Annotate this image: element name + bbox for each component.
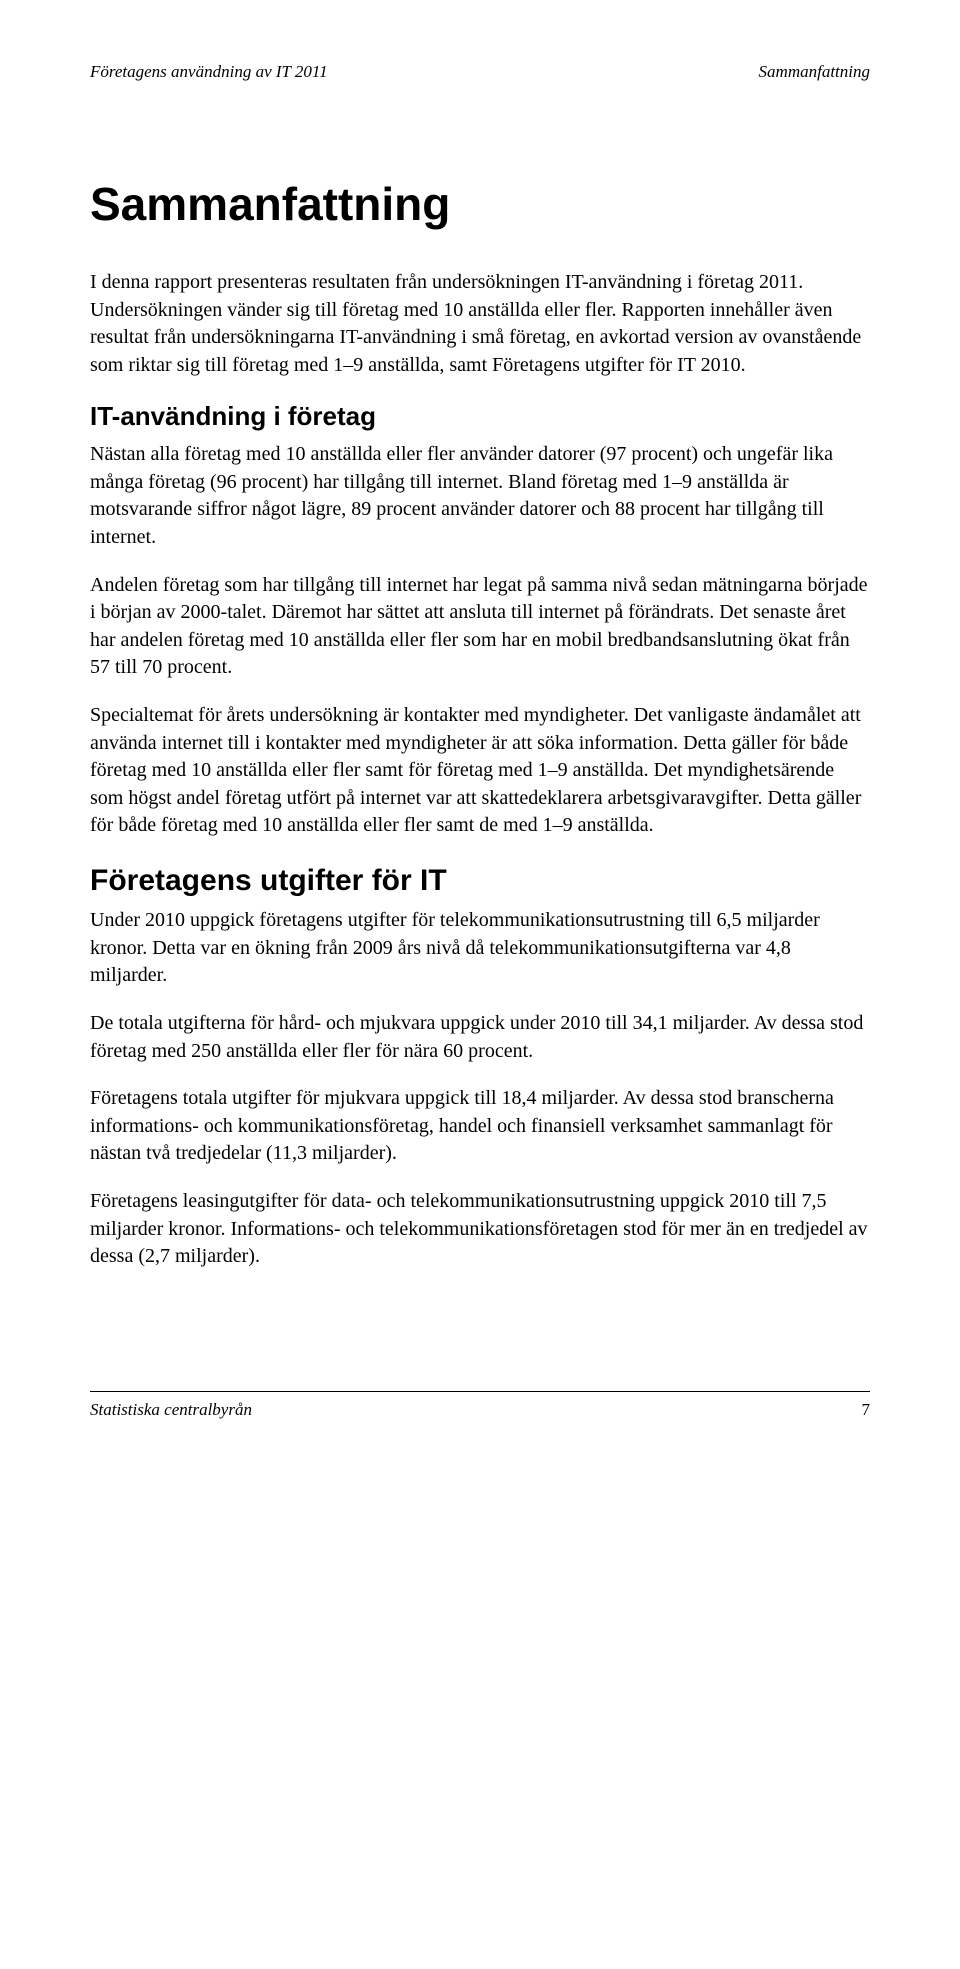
intro-paragraph: I denna rapport presenteras resultaten f…	[90, 269, 870, 379]
page-footer: Statistiska centralbyrån 7	[90, 1391, 870, 1421]
section2-p4: Företagens leasingutgifter för data- och…	[90, 1188, 870, 1271]
header-left: Företagens användning av IT 2011	[90, 60, 328, 83]
section1-p1: Nästan alla företag med 10 anställda ell…	[90, 441, 870, 551]
section1-p3: Specialtemat för årets undersökning är k…	[90, 702, 870, 840]
footer-source: Statistiska centralbyrån	[90, 1398, 252, 1421]
section2-p3: Företagens totala utgifter för mjukvara …	[90, 1085, 870, 1168]
section2-p1: Under 2010 uppgick företagens utgifter f…	[90, 907, 870, 990]
section1-p2: Andelen företag som har tillgång till in…	[90, 572, 870, 682]
header-right: Sammanfattning	[759, 60, 870, 83]
running-header: Företagens användning av IT 2011 Sammanf…	[90, 60, 870, 83]
section2-p2: De totala utgifterna för hård- och mjukv…	[90, 1010, 870, 1065]
footer-page-number: 7	[862, 1398, 871, 1421]
page-title: Sammanfattning	[90, 173, 870, 236]
section-heading-expenditures: Företagens utgifter för IT	[90, 860, 870, 901]
section-heading-it-usage: IT-användning i företag	[90, 399, 870, 435]
